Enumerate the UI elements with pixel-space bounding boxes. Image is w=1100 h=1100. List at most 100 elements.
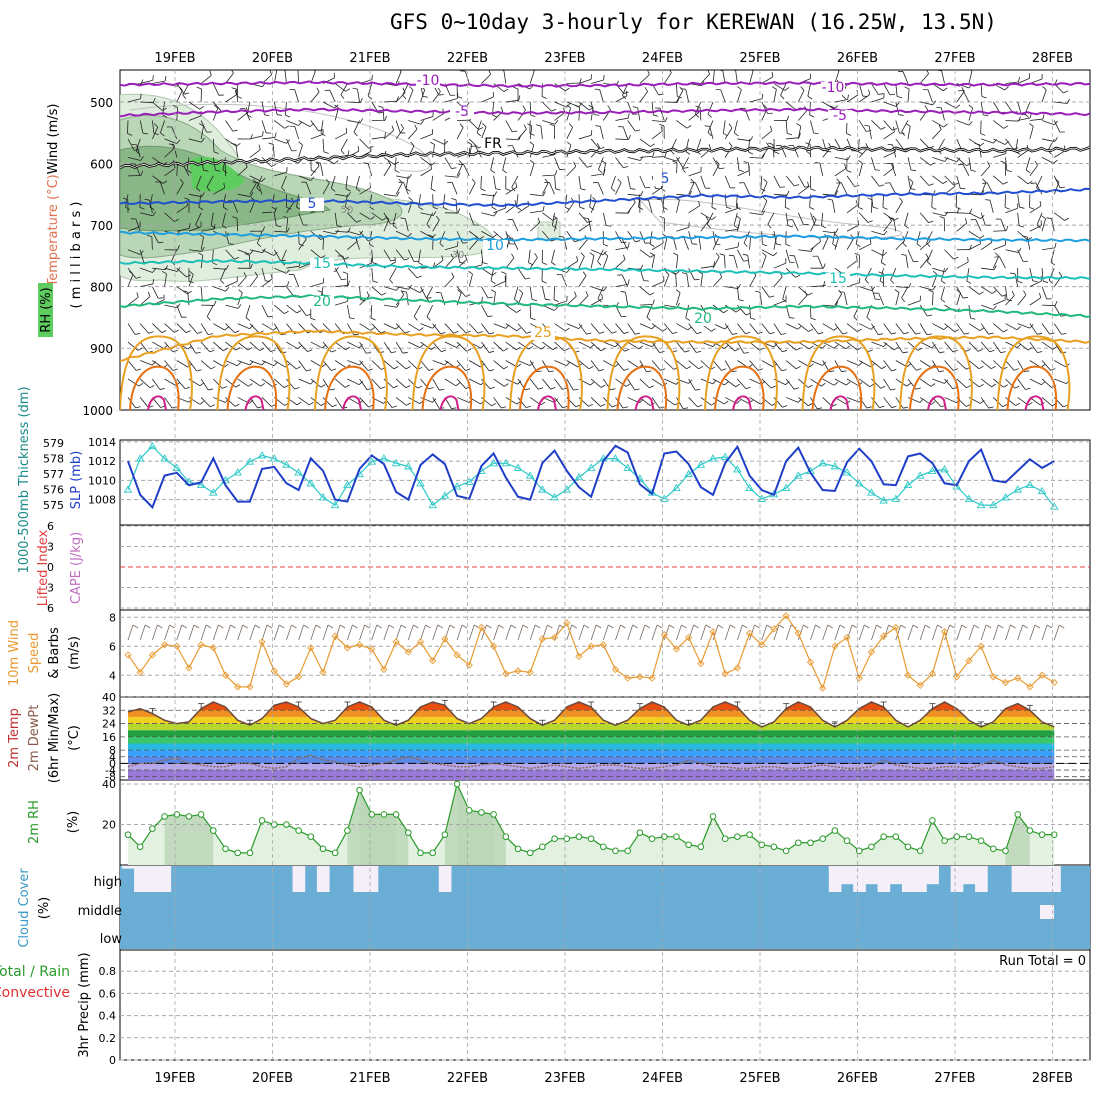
- wind-barb: [1005, 138, 1014, 150]
- wind-barb-feather: [378, 111, 384, 114]
- wind-barb: [810, 219, 817, 232]
- wind-barb-feather: [749, 136, 754, 142]
- wind-barb: [904, 212, 909, 226]
- wind-barb-feather: [587, 165, 593, 168]
- wind10m-barb: [188, 624, 195, 641]
- wind-barb: [683, 237, 689, 250]
- wind-barb-feather: [367, 368, 373, 371]
- wind-barb: [688, 205, 700, 214]
- wind-barb: [517, 267, 526, 280]
- wind-barb-feather: [805, 142, 811, 145]
- wind-barb-feather: [206, 316, 211, 321]
- wind-barb: [420, 341, 432, 350]
- wind-barb-feather: [906, 382, 911, 387]
- wind-barb-feather: [987, 161, 991, 167]
- wind-barb: [456, 397, 470, 403]
- wind-barb-feather: [625, 90, 628, 96]
- wind10m-barb-feather: [193, 624, 200, 629]
- wind-barb-feather: [846, 381, 851, 386]
- wind-barb-feather: [248, 383, 253, 387]
- wind-barb: [980, 360, 992, 370]
- wind-barb-feather: [137, 347, 143, 351]
- thickness-marker: [233, 468, 242, 476]
- wind-barb: [481, 341, 490, 353]
- wind-barb-feather: [595, 125, 601, 127]
- wind-barb: [785, 341, 797, 351]
- wind-barb: [383, 219, 390, 232]
- wind-barb-feather: [723, 345, 729, 349]
- wind-barb-feather: [664, 151, 667, 157]
- temp-band: [128, 743, 1055, 751]
- wind10m-barb: [834, 624, 841, 641]
- wind-barb: [256, 175, 263, 188]
- wind-barb-feather: [681, 272, 687, 275]
- wind-barb-feather: [680, 88, 686, 90]
- wind-barb: [493, 360, 504, 370]
- wind-barb-feather: [704, 125, 710, 127]
- wind-barb: [493, 341, 504, 352]
- wind-barb: [817, 256, 824, 269]
- wind-barb: [456, 360, 466, 371]
- wind-barb-feather: [310, 176, 315, 181]
- wind-barb: [1042, 247, 1055, 251]
- wind-barb-feather: [550, 387, 556, 390]
- label-part: Lifted Index: [36, 529, 51, 606]
- wind-barb: [371, 268, 374, 282]
- wind-barb: [773, 193, 787, 196]
- wind-barb: [749, 397, 761, 405]
- wind-barb: [956, 120, 970, 126]
- wind-barb: [578, 212, 588, 223]
- wind-barb-feather: [891, 405, 897, 409]
- wind-barb-feather: [189, 223, 191, 229]
- wind-barb-feather: [414, 124, 418, 130]
- wind-barb-feather: [1013, 368, 1019, 371]
- wind-ylabel-2: Speed: [27, 633, 42, 674]
- wind-barb: [798, 110, 808, 121]
- wind-barb: [152, 175, 164, 184]
- wind-barb: [676, 255, 679, 269]
- wind-barb: [236, 218, 239, 232]
- wind-barb: [901, 120, 909, 132]
- wind10m-marker: [599, 641, 607, 649]
- wind-barb: [297, 70, 300, 84]
- wind10m-barb: [420, 624, 426, 641]
- wind-barb: [696, 138, 702, 152]
- wind-barb-feather: [271, 206, 277, 211]
- wind-barb-feather: [711, 206, 717, 210]
- wind-barb-feather: [897, 96, 903, 99]
- wind-barb: [310, 282, 324, 288]
- thickness-marker: [404, 461, 413, 470]
- wind-barb: [676, 83, 678, 97]
- li-tick-label: 6: [47, 602, 54, 615]
- wind-barb: [725, 208, 738, 214]
- wind-barb: [164, 267, 178, 272]
- wind-barb-feather: [1042, 86, 1047, 91]
- wind-barb: [832, 199, 836, 213]
- wind-barb: [932, 323, 945, 330]
- wind-barb-feather: [487, 315, 493, 317]
- wind-barb-feather: [553, 299, 559, 303]
- wind-barb-feather: [864, 124, 870, 127]
- wind-barb: [920, 101, 933, 106]
- panel-frame-wind: [119, 609, 1091, 698]
- wind-barb-feather: [501, 271, 507, 275]
- wind10m-barb: [956, 624, 963, 641]
- wind-barb: [590, 147, 600, 158]
- wind-barb: [602, 255, 609, 269]
- wind-barb-feather: [652, 151, 655, 157]
- isotherm-line: [120, 258, 1090, 280]
- wind-barb-feather: [575, 404, 581, 408]
- thickness-marker: [464, 477, 474, 485]
- wind-barb-feather: [394, 257, 396, 263]
- rh2m-marker: [429, 849, 436, 857]
- cloud-high-gap: [950, 866, 964, 892]
- wind-barb: [627, 175, 631, 189]
- wind-barb: [359, 397, 369, 408]
- wind-barb-feather: [296, 401, 302, 406]
- wind-barb-feather: [673, 252, 678, 256]
- wind10m-barb: [736, 624, 743, 641]
- wind10m-marker: [221, 671, 230, 679]
- wind-barb: [188, 138, 202, 143]
- isotherm-label: 5: [308, 196, 317, 212]
- wind-barb-feather: [408, 196, 413, 201]
